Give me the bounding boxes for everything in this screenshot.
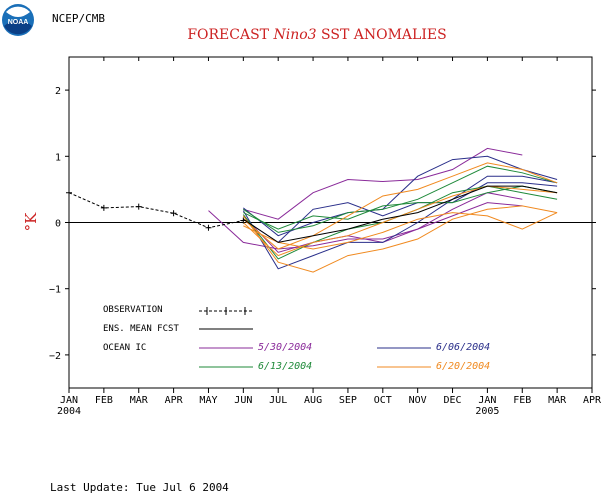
y-tick-label: 0 xyxy=(55,219,61,230)
legend-ens-mean-label: ENS. MEAN FCST xyxy=(103,324,179,334)
x-tick-label: AUG xyxy=(304,395,322,406)
x-tick-label: SEP xyxy=(339,395,357,406)
observation-point xyxy=(170,210,177,217)
member-line xyxy=(242,155,558,237)
y-axis-label: °K xyxy=(22,212,40,232)
x-tick-label: DEC xyxy=(444,395,462,406)
title-suffix: SST ANOMALIES xyxy=(321,27,447,43)
x-tick-label: JAN xyxy=(478,395,496,406)
member-line xyxy=(243,147,523,220)
x-tick-label: OCT xyxy=(374,395,392,406)
observation-point xyxy=(135,203,142,210)
legend-ic-2-label: 6/06/2004 xyxy=(436,342,490,353)
observation-point xyxy=(205,224,212,231)
noaa-logo: NOAA xyxy=(2,4,34,36)
chart-title: FORECAST Nino3 SST ANOMALIES xyxy=(187,27,446,43)
y-tick-label: −2 xyxy=(49,351,61,362)
observation-line xyxy=(68,192,244,229)
x-tick-label: FEB xyxy=(95,395,113,406)
x-tick-label: MAR xyxy=(548,395,567,406)
member-line xyxy=(243,212,558,250)
title-prefix: FORECAST xyxy=(187,27,269,43)
member-line xyxy=(243,185,558,230)
org-label: NCEP/CMB xyxy=(52,12,105,25)
x-tick-label: MAY xyxy=(199,395,217,406)
y-tick-label: −1 xyxy=(49,285,61,296)
ens-mean-line xyxy=(243,185,558,243)
legend-observation-label: OBSERVATION xyxy=(103,305,163,315)
legend-ocean-ic-label: OCEAN IC xyxy=(103,343,146,353)
member-line xyxy=(242,175,558,270)
x-tick-label: MAR xyxy=(130,395,149,406)
x-tick-label: JUL xyxy=(269,395,287,406)
observation-point xyxy=(100,204,107,211)
year-label: 2004 xyxy=(57,406,81,417)
x-axis: JAN FEB MAR APR MAY JUN JUL AUG SEP OCT NOV DEC JAN F… xyxy=(57,57,602,417)
x-tick-label: JUN xyxy=(234,395,252,406)
member-line xyxy=(242,162,558,250)
legend-ic-4-label: 6/20/2004 xyxy=(436,361,490,372)
member-line xyxy=(242,205,558,273)
x-tick-label: APR xyxy=(165,395,184,406)
observation-point xyxy=(240,217,247,224)
observation-point xyxy=(66,189,72,196)
legend-observation-swatch xyxy=(199,307,253,315)
x-tick-label: JAN xyxy=(60,395,78,406)
legend: OBSERVATION ENS. MEAN FCST OCEAN IC 5/30… xyxy=(103,305,490,372)
last-update: Last Update: Tue Jul 6 2004 xyxy=(50,481,229,493)
y-tick-label: 2 xyxy=(55,86,61,97)
ensemble-mean xyxy=(243,185,558,243)
member-line xyxy=(243,182,558,244)
y-tick-label: 1 xyxy=(55,152,61,163)
year-label: 2005 xyxy=(475,406,499,417)
x-tick-label: APR xyxy=(583,395,602,406)
title-em: Nino3 xyxy=(272,27,316,43)
noaa-logo-text: NOAA xyxy=(8,19,29,26)
legend-ic-1-label: 5/30/2004 xyxy=(258,342,312,353)
observation-series xyxy=(66,189,247,231)
x-tick-label: NOV xyxy=(409,395,427,406)
x-tick-label: FEB xyxy=(513,395,531,406)
ensemble-members xyxy=(208,147,558,273)
legend-ic-3-label: 6/13/2004 xyxy=(258,361,312,372)
y-axis: −2 −1 0 1 2 xyxy=(49,86,596,362)
